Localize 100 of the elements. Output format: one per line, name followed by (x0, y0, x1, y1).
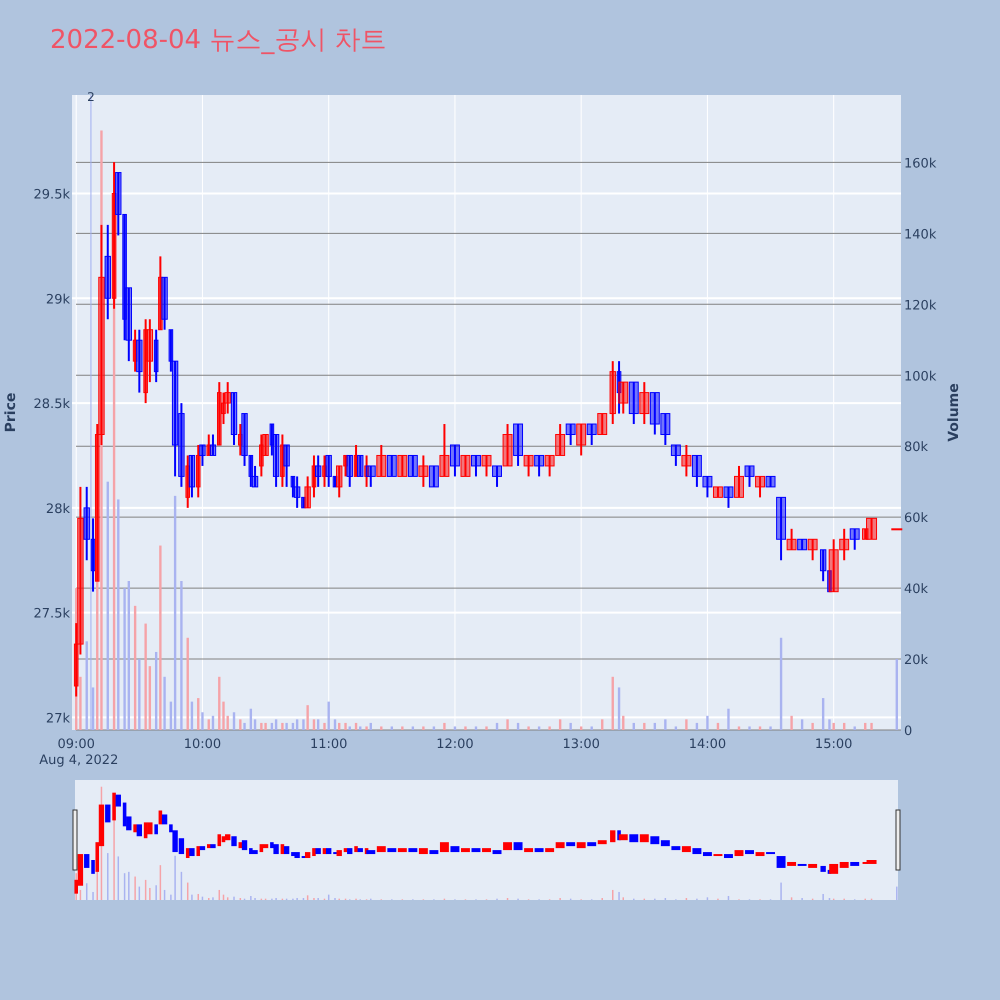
candlestick (304, 475, 311, 509)
bar (159, 546, 162, 730)
bar (842, 722, 846, 730)
candlestick (294, 475, 300, 509)
y-tick-label: 27k (46, 711, 70, 726)
candlestick (314, 454, 322, 488)
bar (664, 719, 667, 730)
bar (811, 722, 814, 730)
candlestick (610, 360, 616, 426)
x-tick-label: 12:00 (436, 737, 474, 752)
candlestick (104, 224, 111, 320)
candlestick (199, 444, 206, 467)
y2-tick-label: 0 (904, 724, 912, 739)
bar (380, 726, 382, 730)
y2-tick-label: 140k (904, 227, 937, 242)
bar (370, 722, 372, 730)
bar (854, 726, 856, 730)
bar (274, 719, 278, 730)
bar (138, 659, 141, 730)
bar (174, 496, 176, 730)
bar (250, 708, 252, 730)
x-tick-label: 10:00 (184, 737, 222, 752)
ref-line-label: 2 (87, 90, 95, 104)
bar (306, 705, 309, 730)
bar (285, 722, 288, 730)
x-tick-label: 14:00 (688, 737, 726, 752)
bar (180, 581, 183, 730)
bar (327, 702, 330, 730)
bar (716, 722, 720, 730)
bar (685, 719, 688, 730)
bar (422, 726, 425, 730)
bar (643, 722, 646, 730)
candlestick (84, 486, 90, 562)
bar (338, 722, 340, 730)
bar (190, 702, 194, 730)
bar (218, 676, 220, 730)
bar (548, 726, 551, 730)
y2-tick-label: 80k (904, 440, 929, 456)
candlestick (126, 286, 132, 362)
bar (390, 726, 394, 730)
candlestick (820, 548, 826, 582)
bar (896, 659, 898, 730)
y-tick-label: 29.5k (34, 188, 70, 202)
y2-axis-title: Volume (946, 383, 962, 442)
candlestick (216, 381, 222, 446)
bar (601, 719, 604, 730)
bar (260, 722, 263, 730)
bar (128, 581, 130, 730)
bar (706, 716, 709, 730)
candlestick (146, 318, 154, 384)
bar (696, 722, 698, 730)
bar (632, 722, 635, 730)
candlestick (224, 381, 231, 415)
bar (134, 606, 136, 730)
bar (538, 726, 540, 730)
x-tick-label: 11:00 (310, 737, 348, 752)
bar (302, 719, 305, 730)
bar (800, 719, 804, 730)
bar (401, 726, 404, 730)
candlestick (346, 454, 353, 488)
y-tick-label: 28k (46, 502, 70, 517)
candlestick (161, 276, 168, 331)
bar (832, 722, 835, 730)
bar (618, 687, 620, 730)
bar (208, 719, 210, 730)
bar (226, 716, 229, 730)
bar (170, 702, 172, 730)
candlestick (272, 434, 280, 488)
bar (590, 726, 593, 730)
bar (822, 698, 824, 730)
bar (197, 698, 200, 730)
y-tick-label: 29k (46, 292, 70, 308)
bar (106, 482, 109, 730)
y2-tick-label: 60k (904, 511, 929, 526)
y2-tick-label: 120k (904, 298, 937, 314)
y2-tick-label: 20k (904, 653, 929, 668)
bar (622, 716, 624, 730)
candlestick (210, 434, 216, 456)
bar (348, 726, 351, 730)
bar (780, 638, 782, 730)
candlestick (196, 444, 201, 498)
bar (254, 719, 256, 730)
bar (359, 726, 362, 730)
bar (432, 726, 436, 730)
candlestick (357, 454, 364, 478)
candlestick (115, 172, 122, 236)
y2-tick-label: 40k (904, 582, 929, 598)
candlestick (252, 464, 258, 488)
candlestick (136, 328, 143, 394)
bar (654, 722, 656, 730)
y2-tick-label: 160k (904, 156, 937, 172)
bar (790, 716, 793, 730)
x-tick-label: 09:00 Aug 4, 2022 (39, 737, 118, 768)
candlestick (178, 402, 185, 488)
bar (412, 726, 414, 730)
y2-tick-label: 100k (904, 369, 937, 384)
bar (674, 726, 678, 730)
bar (516, 722, 520, 730)
bar (454, 726, 456, 730)
x-tick-label: 15:00 (814, 737, 852, 752)
